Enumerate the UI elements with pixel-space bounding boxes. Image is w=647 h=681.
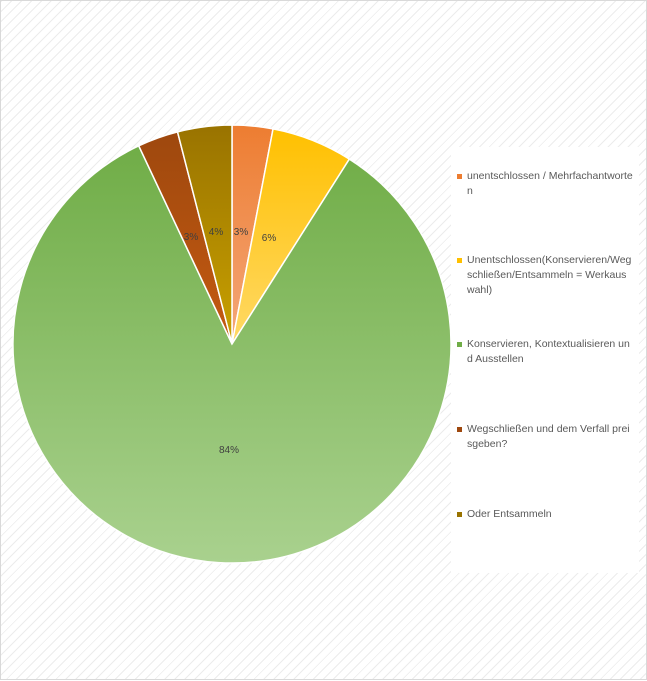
- legend-item-wegschliessen: Wegschließen und dem Verfall preisgeben?: [457, 422, 633, 452]
- legend-swatch: [457, 174, 462, 179]
- legend-item-unentschlossen-werkauswahl: Unentschlossen(Konservieren/Wegschließen…: [457, 253, 633, 298]
- pie-data-label: 6%: [262, 233, 277, 244]
- legend-item-konservieren: Konservieren, Kontextualisieren und Auss…: [457, 337, 633, 367]
- pie-data-label: 84%: [219, 445, 239, 456]
- legend-item-entsammeln: Oder Entsammeln: [457, 507, 633, 522]
- legend-swatch: [457, 342, 462, 347]
- pie-data-label: 3%: [234, 227, 249, 238]
- pie-slice: [12, 144, 452, 564]
- legend-label: Oder Entsammeln: [467, 508, 552, 520]
- legend-swatch: [457, 427, 462, 432]
- legend-item-unentschlossen-mehrfach: unentschlossen / Mehrfachantworten: [457, 169, 633, 199]
- legend-swatch: [457, 512, 462, 517]
- legend-label: unentschlossen / Mehrfachantworten: [467, 170, 633, 197]
- legend: unentschlossen / Mehrfachantworten Unent…: [451, 147, 639, 573]
- pie-data-label: 3%: [184, 232, 199, 243]
- legend-swatch: [457, 258, 462, 263]
- legend-label: Unentschlossen(Konservieren/Wegschließen…: [467, 254, 632, 296]
- pie-data-labels: 3% 6% 84% 3% 4%: [184, 227, 277, 456]
- legend-label: Konservieren, Kontextualisieren und Auss…: [467, 338, 630, 365]
- legend-label: Wegschließen und dem Verfall preisgeben?: [467, 423, 630, 450]
- pie-slice: [176, 124, 233, 345]
- pie-slices: [12, 124, 452, 564]
- pie-data-label: 4%: [209, 227, 224, 238]
